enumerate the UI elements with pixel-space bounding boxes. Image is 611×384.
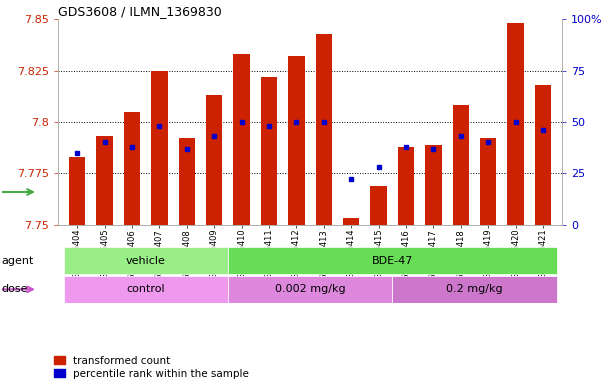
Bar bbox=[97, 136, 113, 225]
Bar bbox=[453, 106, 469, 225]
Bar bbox=[507, 23, 524, 225]
Bar bbox=[124, 112, 141, 225]
Bar bbox=[288, 56, 305, 225]
Bar bbox=[315, 33, 332, 225]
Legend: transformed count, percentile rank within the sample: transformed count, percentile rank withi… bbox=[54, 356, 249, 379]
Text: vehicle: vehicle bbox=[126, 255, 166, 266]
Bar bbox=[206, 95, 222, 225]
Bar bbox=[261, 77, 277, 225]
Bar bbox=[370, 185, 387, 225]
Text: dose: dose bbox=[1, 284, 27, 295]
Bar bbox=[398, 147, 414, 225]
Bar bbox=[178, 138, 195, 225]
Bar bbox=[64, 276, 228, 303]
Text: BDE-47: BDE-47 bbox=[371, 255, 413, 266]
Bar bbox=[228, 276, 392, 303]
Bar bbox=[69, 157, 86, 225]
Bar bbox=[64, 247, 228, 274]
Text: control: control bbox=[126, 284, 165, 295]
Bar bbox=[480, 138, 496, 225]
Bar bbox=[228, 247, 557, 274]
Text: GDS3608 / ILMN_1369830: GDS3608 / ILMN_1369830 bbox=[58, 5, 222, 18]
Bar bbox=[535, 85, 551, 225]
Text: agent: agent bbox=[1, 255, 34, 266]
Bar bbox=[392, 276, 557, 303]
Bar bbox=[425, 144, 442, 225]
Bar bbox=[343, 218, 359, 225]
Bar bbox=[233, 54, 250, 225]
Bar bbox=[151, 71, 167, 225]
Text: 0.002 mg/kg: 0.002 mg/kg bbox=[275, 284, 345, 295]
Text: 0.2 mg/kg: 0.2 mg/kg bbox=[446, 284, 503, 295]
